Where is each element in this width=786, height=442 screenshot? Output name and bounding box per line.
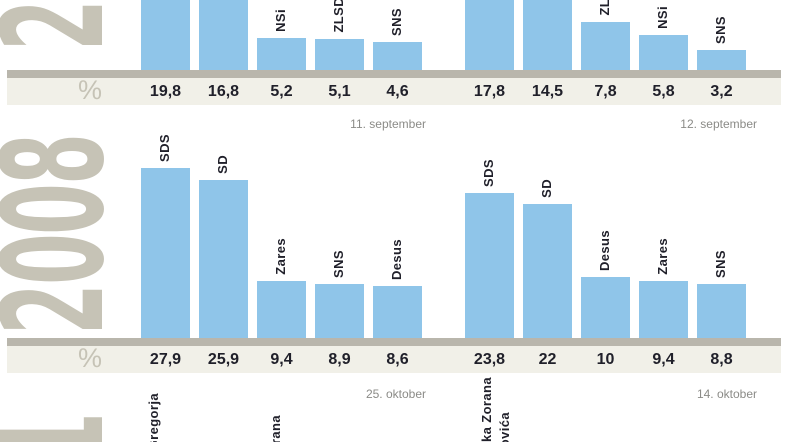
bar-2008-1-SDS [141,168,190,338]
value-label-2004-1-1: 19,8 [149,83,182,100]
poll-date-2011-2: 14. oktober [696,387,757,401]
value-label-2004-1-5: 4,6 [386,83,409,100]
value-label-2008-1-1: 27,9 [149,351,182,368]
party-label-2008-1-Zares: Zares [272,238,288,275]
poll-date-2011-1: 25. oktober [365,387,426,401]
bar-2004-1-ZLSD [315,39,364,70]
bar-2008-2-SNS [697,284,746,338]
axis-band-2008 [7,338,781,346]
party-label-2008-2-Zares: Zares [654,238,670,275]
bar-2004-2-NSi [639,35,688,70]
party-label-2004-2-NSi: NSi [654,6,670,29]
bar-2004-2-party2 [523,0,572,70]
value-label-2004-2-1: 17,8 [473,83,506,100]
value-label-2008-2-3: 10 [596,351,615,368]
percent-sign-2008: % [77,343,102,373]
bar-2004-2-party1 [465,0,514,70]
party-label-2008-1-Desus: Desus [388,238,404,280]
party-label-2011-2-1: Stranka Zorana [479,377,494,442]
party-label-2004-1-SNS: SNS [388,8,404,36]
party-label-2004-1-NSi: NSi [272,9,288,32]
bar-2008-1-Zares [257,281,306,338]
party-label-2008-1-SDS: SDS [156,134,172,162]
bar-2008-1-SD [199,180,248,338]
poll-date-2008-1: 11. september [350,117,426,131]
value-label-2004-1-2: 16,8 [207,83,240,100]
bar-2008-1-Desus [373,286,422,338]
value-label-2004-1-4: 5,1 [328,83,351,100]
value-label-2008-1-3: 9,4 [270,351,293,368]
year-label-2008: 2008 [0,134,136,336]
value-label-2008-2-2: 22 [538,351,557,368]
party-label-2008-2-SDS: SDS [480,159,496,187]
bar-2004-1-SNS [373,42,422,70]
party-label-2008-2-SD: SD [538,179,554,198]
party-label-2011-2-2: Jankovića [497,412,512,442]
bar-2008-2-Zares [639,281,688,338]
year-column-2008: 2008 [0,131,136,339]
party-label-2011-1-1: Lista Gregorja [146,393,161,442]
party-label-2011-1-2: Stranka Zorana [268,415,283,442]
party-label-2008-1-SD: SD [214,155,230,174]
axis-band-2004 [7,70,781,78]
bar-2008-2-SDS [465,193,514,338]
party-label-2004-1-ZLSD: ZLSD [330,0,346,33]
poll-date-2008-2: 12. september [680,117,757,131]
party-label-2008-1-SNS: SNS [330,250,346,278]
bar-2004-1-party1 [141,0,190,70]
party-label-2008-2-SNS: SNS [712,250,728,278]
bar-2004-1-NSi [257,38,306,70]
value-strip-2008 [7,346,781,373]
year-label-2004: 2004 [0,0,136,51]
value-label-2008-2-4: 9,4 [652,351,675,368]
bar-2004-2-SNS [697,50,746,70]
value-label-2004-2-4: 5,8 [652,83,675,100]
party-label-2008-2-Desus: Desus [596,229,612,271]
bar-2008-1-SNS [315,284,364,338]
value-label-2004-2-2: 14,5 [531,83,564,100]
value-label-2004-2-5: 3,2 [710,83,733,100]
percent-sign-2004: % [77,75,102,105]
bar-2004-2-ZLSD [581,22,630,70]
value-label-2008-1-5: 8,6 [386,351,409,368]
value-label-2008-1-2: 25,9 [207,351,240,368]
year-label-2011: 2011 [0,414,136,442]
value-label-2004-2-3: 7,8 [594,83,617,100]
value-strip-2004 [7,78,781,105]
bar-2008-2-Desus [581,277,630,338]
bar-2008-2-SD [523,204,572,338]
year-column-2004: 2004 [0,0,136,55]
party-label-2004-2-SNS: SNS [712,16,728,44]
value-label-2008-2-5: 8,8 [710,351,733,368]
party-label-2004-2-ZLSD: ZLSD [597,0,612,16]
value-label-2008-1-4: 8,9 [328,351,351,368]
year-column-2011: 2011 [0,410,136,442]
value-label-2008-2-1: 23,8 [473,351,506,368]
bar-2004-1-party2 [199,0,248,70]
value-label-2004-1-3: 5,2 [270,83,293,100]
